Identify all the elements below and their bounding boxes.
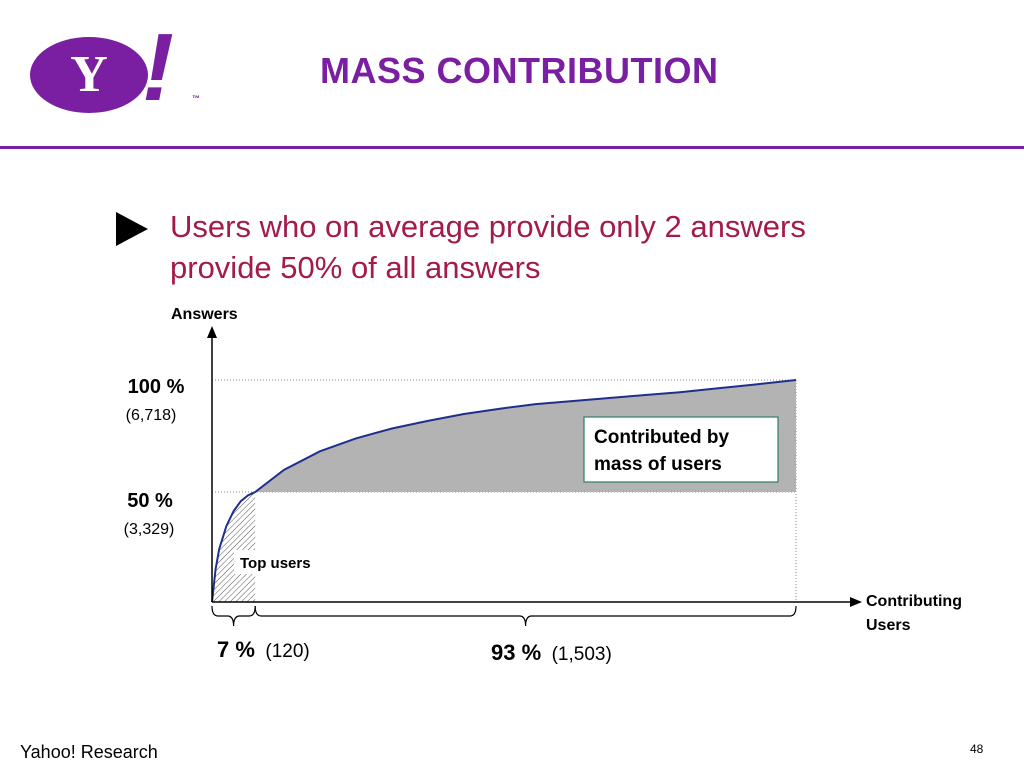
y-tick-50-pct: 50 % — [127, 490, 173, 512]
cumulative-answers-curve — [211, 379, 797, 603]
bullet-line-2: provide 50% of all answers — [170, 250, 541, 285]
x-axis-label-line-1: Contributing — [866, 593, 962, 610]
mass-users-brace — [254, 605, 797, 627]
y-tick-100-count: (6,718) — [126, 407, 177, 424]
logo-exclamation: ! — [142, 14, 174, 121]
yahoo-logo: Y ! ™ — [30, 18, 200, 118]
y-tick-100-pct: 100 % — [128, 376, 185, 398]
bullet-text: Users who on average provide only 2 answ… — [170, 206, 930, 288]
x-axis-arrow-icon — [850, 597, 862, 607]
mass-users-label-box — [583, 416, 779, 483]
mass-users-share-count: (1,503) — [552, 644, 612, 665]
top-users-area — [212, 492, 256, 602]
y-axis-label: Answers — [171, 306, 238, 323]
top-users-label-bg — [234, 550, 324, 574]
logo-trademark: ™ — [192, 94, 200, 103]
bullet-line-1: Users who on average provide only 2 answ… — [170, 209, 806, 244]
y-axis-arrow-icon — [207, 326, 217, 338]
top-users-share-count: (120) — [265, 641, 309, 662]
y-tick-50-count: (3,329) — [124, 521, 175, 538]
top-users-brace — [211, 605, 256, 627]
bullet-arrow-icon — [116, 212, 148, 246]
top-users-share-pct: 7 % — [217, 637, 255, 662]
header-divider — [0, 146, 1024, 149]
footer-source: Yahoo! Research — [20, 742, 158, 762]
mass-users-label-line-1: Contributed by — [594, 427, 730, 448]
top-users-label: Top users — [240, 555, 311, 572]
slide-title: MASS CONTRIBUTION — [320, 50, 719, 91]
x-axis-label-line-2: Users — [866, 617, 911, 634]
mass-users-share-pct: 93 % — [491, 640, 541, 665]
top-users-share: 7 % (120) — [217, 637, 310, 662]
mass-users-share: 93 % (1,503) — [491, 640, 612, 665]
mass-users-label-line-2: mass of users — [594, 454, 722, 475]
page-number: 48 — [970, 742, 984, 756]
logo-y: Y — [30, 37, 148, 113]
